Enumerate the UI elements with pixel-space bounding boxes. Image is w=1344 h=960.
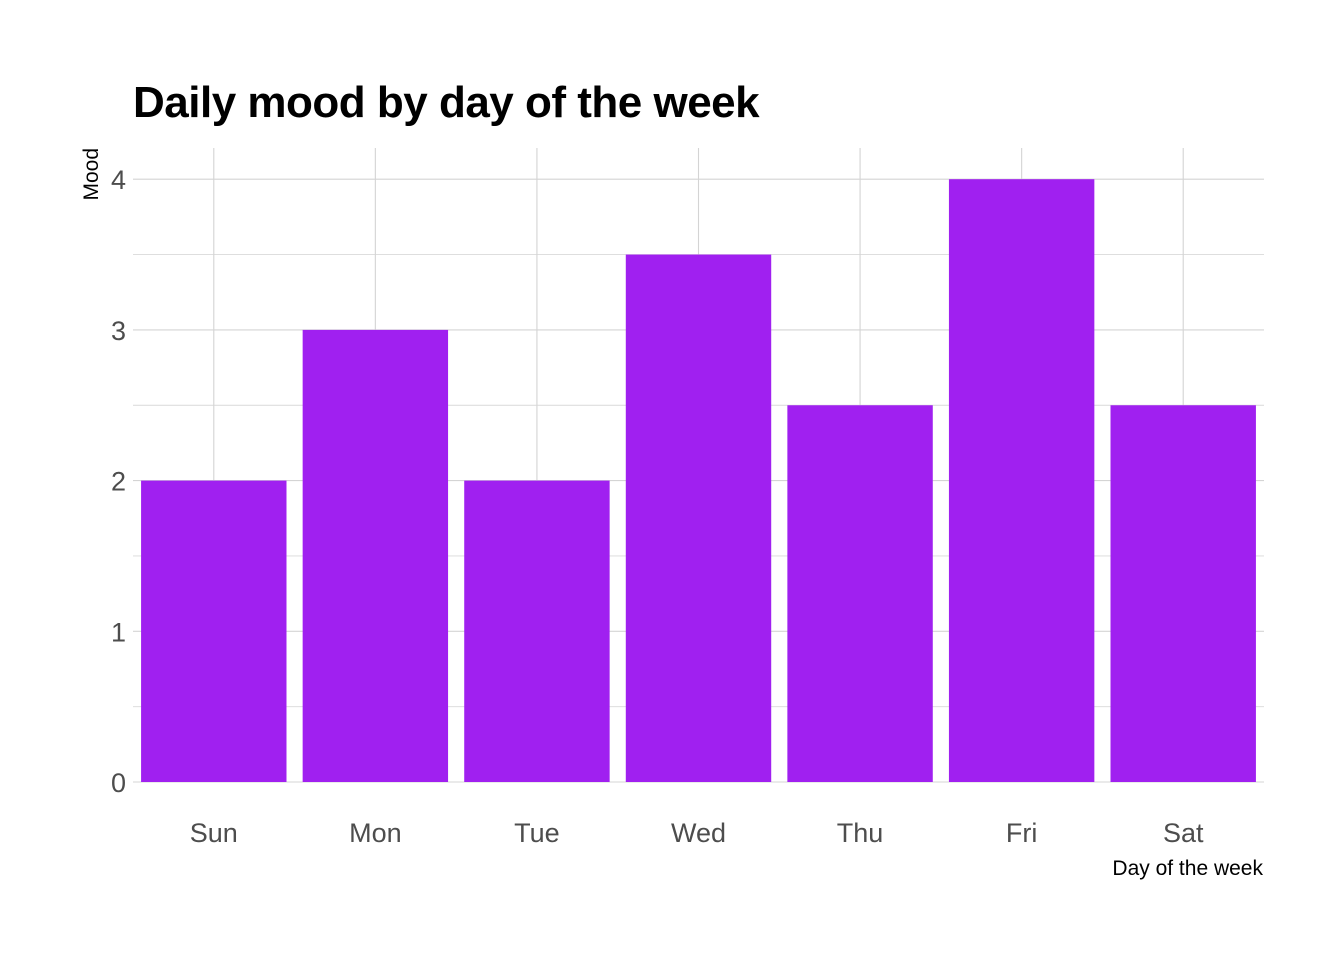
y-axis-tick-labels: 0 1 2 3 4	[111, 165, 126, 798]
y-tick-label: 4	[111, 165, 126, 195]
x-tick-label: Mon	[349, 818, 402, 848]
x-axis-title: Day of the week	[1112, 857, 1263, 880]
bar-wed	[625, 254, 772, 783]
y-axis-title: Mood	[80, 148, 103, 201]
y-tick-label: 2	[111, 467, 126, 497]
bars	[141, 179, 1256, 783]
x-tick-label: Thu	[837, 818, 884, 848]
x-tick-label: Sun	[190, 818, 238, 848]
x-tick-label: Fri	[1006, 818, 1037, 848]
x-tick-label: Wed	[671, 818, 726, 848]
y-tick-label: 0	[111, 768, 126, 798]
x-axis-tick-labels: Sun Mon Tue Wed Thu Fri Sat	[190, 818, 1204, 848]
y-tick-label: 3	[111, 316, 126, 346]
bar-sat	[1110, 405, 1256, 782]
bar-fri	[948, 179, 1095, 782]
bar-thu	[787, 405, 933, 782]
chart-title: Daily mood by day of the week	[133, 78, 760, 127]
y-tick-label: 1	[111, 617, 126, 647]
x-tick-label: Sat	[1163, 818, 1204, 848]
x-tick-label: Tue	[514, 818, 560, 848]
bar-tue	[464, 480, 610, 782]
bar-mon	[302, 329, 449, 782]
bar-sun	[141, 480, 287, 782]
